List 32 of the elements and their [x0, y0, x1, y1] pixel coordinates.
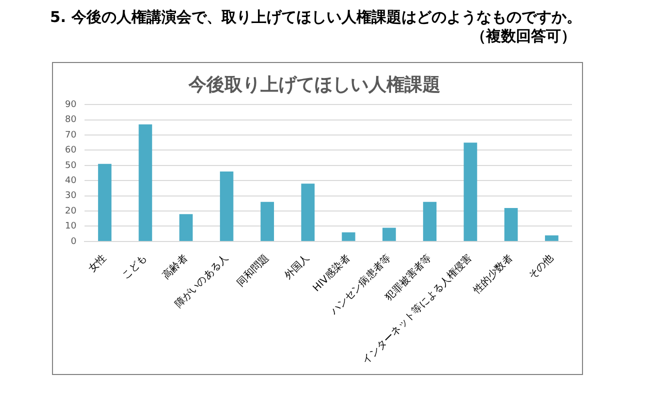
y-tick-label: 20	[65, 206, 77, 216]
y-tick-label: 40	[65, 176, 77, 186]
bar	[544, 235, 558, 241]
y-tick-label: 30	[65, 191, 77, 202]
x-tick-label: 性的少数者	[470, 252, 516, 297]
y-tick-label: 80	[65, 115, 77, 126]
x-tick-label: 同和問題	[234, 252, 272, 289]
bar	[423, 202, 437, 241]
x-tick-label: 外国人	[282, 252, 312, 282]
text: （複数回答可）	[471, 27, 576, 46]
bar	[220, 172, 234, 241]
y-tick-label: 10	[65, 222, 77, 232]
bar	[504, 208, 518, 241]
x-tick-label: その他	[526, 252, 556, 282]
x-tick-label: 女性	[86, 252, 109, 275]
text: 5. 今後の人権講演会で、取り上げてほしい人権課題はどのようなものですか。	[50, 8, 582, 27]
y-tick-label: 50	[65, 160, 77, 171]
bar	[342, 232, 356, 241]
bar	[98, 164, 112, 241]
bar	[464, 142, 478, 241]
bar	[301, 184, 315, 241]
bar	[179, 214, 193, 241]
y-tick-label: 0	[70, 236, 77, 247]
bar	[382, 228, 396, 241]
x-tick-label: 高齢者	[160, 252, 190, 282]
bar	[138, 124, 152, 241]
chart-title: 今後取り上げてほしい人権課題	[188, 74, 440, 96]
y-tick-label: 90	[65, 100, 77, 110]
bar	[260, 202, 274, 241]
y-tick-label: 70	[65, 130, 77, 140]
x-tick-label: こども	[120, 252, 150, 282]
y-tick-label: 60	[65, 146, 77, 156]
